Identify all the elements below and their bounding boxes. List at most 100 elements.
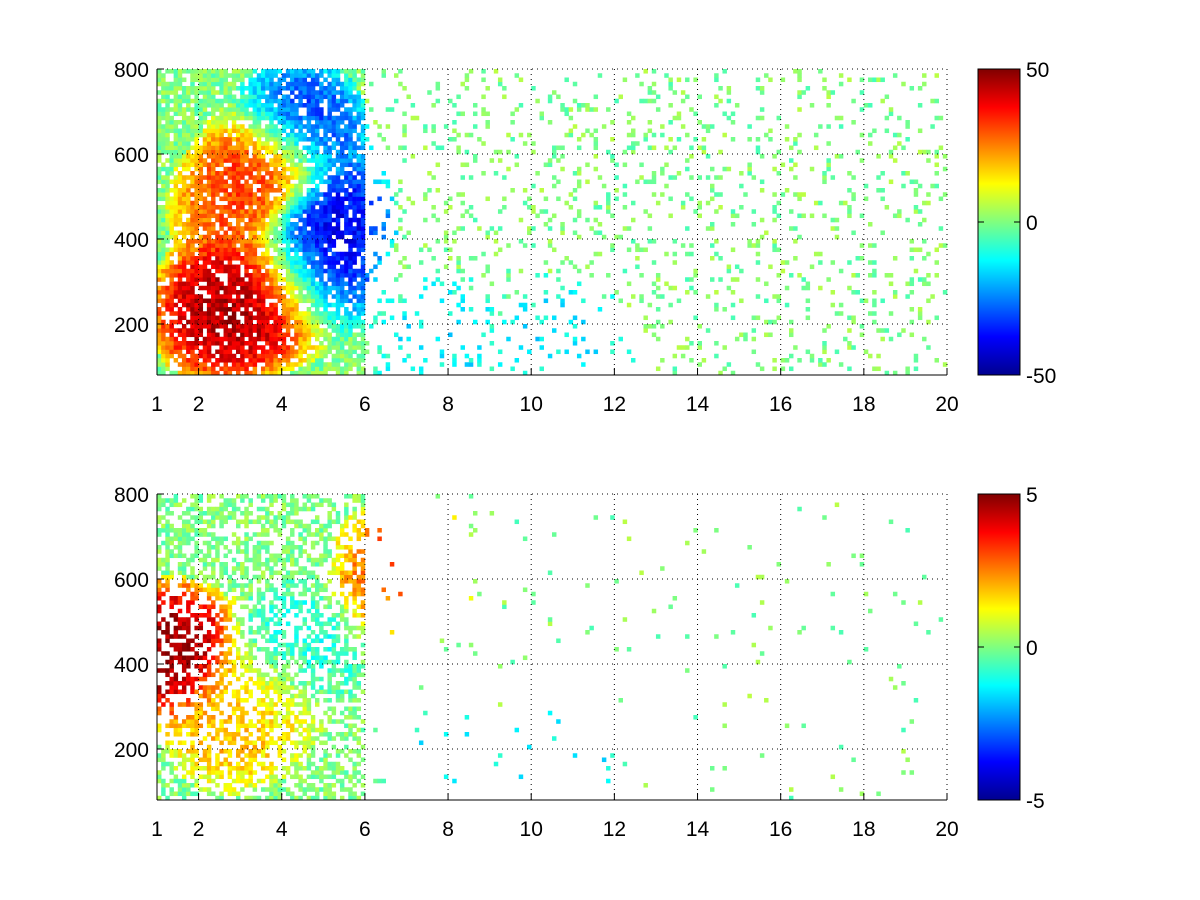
heatmap-cell <box>190 494 195 499</box>
heatmap-cell <box>294 145 299 151</box>
heatmap-cell <box>157 668 162 673</box>
heatmap-cell <box>847 285 852 291</box>
heatmap-cell <box>306 311 312 316</box>
heatmap-cell <box>851 273 856 278</box>
heatmap-cell <box>256 175 262 180</box>
heatmap-cell <box>369 107 374 112</box>
heatmap-cell <box>277 366 283 372</box>
heatmap-cell <box>206 281 212 287</box>
heatmap-cell <box>215 506 220 512</box>
heatmap-cell <box>306 205 312 210</box>
heatmap-cell <box>165 141 170 146</box>
heatmap-cell <box>593 137 599 142</box>
heatmap-cell <box>256 290 262 295</box>
heatmap-cell <box>181 234 187 240</box>
heatmap-cell <box>181 647 187 652</box>
heatmap-cell <box>186 600 191 605</box>
heatmap-cell <box>227 200 233 206</box>
heatmap-cell <box>265 222 270 227</box>
heatmap-cell <box>335 362 341 367</box>
heatmap-cell <box>331 81 337 87</box>
heatmap-cell <box>805 315 811 321</box>
heatmap-cell <box>348 154 353 159</box>
heatmap-cell <box>173 349 179 355</box>
heatmap-cell <box>223 120 228 125</box>
heatmap-cell <box>215 630 220 635</box>
heatmap-cell <box>215 141 220 146</box>
heatmap-cell <box>913 358 919 363</box>
heatmap-cell <box>539 188 544 193</box>
heatmap-cell <box>194 268 199 274</box>
heatmap-cell <box>697 362 702 367</box>
heatmap-cell <box>231 264 237 270</box>
heatmap-cell <box>165 247 170 253</box>
heatmap-cell <box>273 268 278 274</box>
heatmap-cell <box>177 540 183 546</box>
heatmap-cell <box>223 69 228 74</box>
heatmap-cell <box>306 234 312 240</box>
heatmap-cell <box>888 179 894 185</box>
heatmap-cell <box>639 273 644 278</box>
heatmap-cell <box>227 166 233 172</box>
heatmap-cell <box>240 256 245 261</box>
heatmap-cell <box>186 536 191 542</box>
heatmap-cell <box>310 251 316 257</box>
heatmap-cells-bottom <box>157 494 944 801</box>
heatmap-cell <box>926 345 931 350</box>
heatmap-cell <box>331 358 337 363</box>
heatmap-cell <box>344 209 349 214</box>
heatmap-cell <box>260 209 266 214</box>
heatmap-cell <box>310 366 316 372</box>
heatmap-cell <box>381 226 386 231</box>
heatmap-cell <box>190 277 195 282</box>
heatmap-cell <box>231 171 237 176</box>
heatmap-cell <box>198 158 204 163</box>
heatmap-cell <box>181 294 187 299</box>
heatmap-cell <box>260 230 266 236</box>
heatmap-cell <box>352 315 357 321</box>
heatmap-cell <box>331 86 337 91</box>
heatmap-cell <box>468 175 474 180</box>
heatmap-cell <box>265 294 270 299</box>
heatmap-cell <box>202 689 208 695</box>
heatmap-cell <box>443 234 449 240</box>
heatmap-cell <box>181 69 187 74</box>
heatmap-cell <box>593 349 599 355</box>
heatmap-cell <box>202 251 208 257</box>
heatmap-cell <box>398 69 403 74</box>
heatmap-cell <box>635 264 640 270</box>
heatmap-cell <box>198 341 204 346</box>
heatmap-cell <box>302 273 307 278</box>
heatmap-cell <box>281 149 287 155</box>
heatmap-cell <box>522 243 528 248</box>
heatmap-cell <box>805 307 811 312</box>
heatmap-cell <box>685 192 690 197</box>
heatmap-cell <box>265 137 270 142</box>
heatmap-cell <box>260 128 266 134</box>
heatmap-cell <box>381 311 386 316</box>
heatmap-cell <box>260 103 266 108</box>
heatmap-cell <box>722 366 727 372</box>
heatmap-cell <box>181 94 187 100</box>
heatmap-cell <box>240 362 245 367</box>
heatmap-cell <box>385 366 391 372</box>
heatmap-cell <box>576 234 582 240</box>
heatmap-cell <box>485 86 490 91</box>
heatmap-cell <box>161 149 166 155</box>
heatmap-cell <box>298 290 303 295</box>
heatmap-cell <box>323 162 328 168</box>
heatmap-cell <box>281 341 287 346</box>
heatmap-cell <box>206 239 212 244</box>
heatmap-cell <box>913 353 919 359</box>
heatmap-cell <box>298 205 303 210</box>
heatmap-cell <box>281 217 287 223</box>
heatmap-cell <box>356 324 362 329</box>
heatmap-cell <box>186 528 191 533</box>
heatmap-cell <box>626 247 632 253</box>
heatmap-cell <box>169 574 174 580</box>
heatmap-cell <box>543 273 549 278</box>
heatmap-cell <box>219 519 224 525</box>
heatmap-cell <box>651 179 657 185</box>
heatmap-cell <box>298 86 303 91</box>
heatmap-cell <box>310 277 316 282</box>
